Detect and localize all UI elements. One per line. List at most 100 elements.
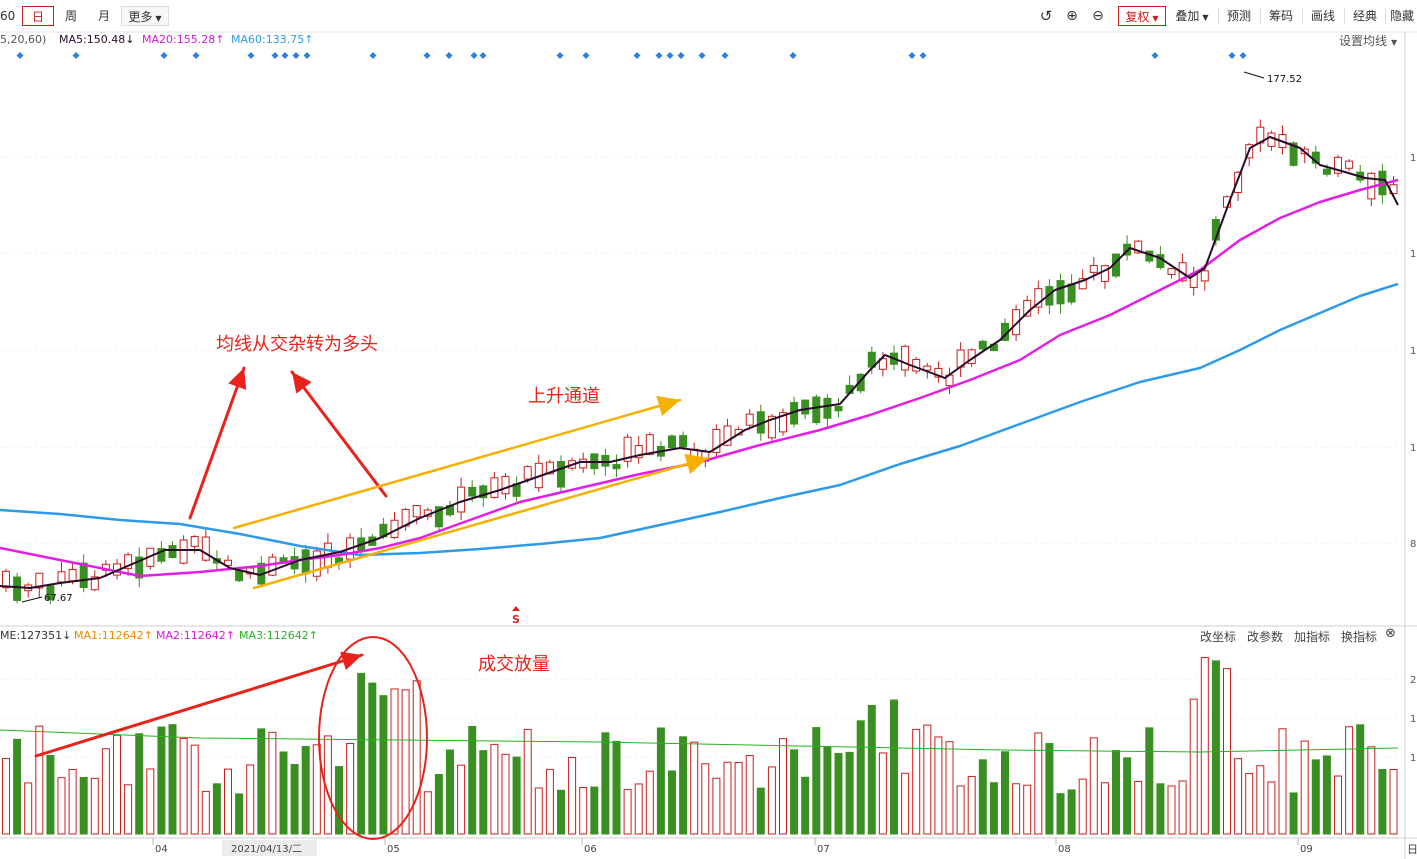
signal-diamond xyxy=(271,52,279,59)
volume-bar xyxy=(590,786,599,835)
adjust-rights-label: 复权 xyxy=(1125,10,1150,24)
volume-bar xyxy=(856,720,865,835)
volume-bar xyxy=(734,761,743,835)
candle-body xyxy=(1245,144,1254,159)
volume-tick-label: 1 xyxy=(1410,753,1416,764)
more-periods-dropdown[interactable]: 更多 ▼ xyxy=(121,6,169,26)
candle-body xyxy=(934,367,943,378)
candle-body xyxy=(945,374,954,387)
volume-bar xyxy=(790,749,799,835)
volume-bar xyxy=(901,772,910,835)
signal-diamond xyxy=(677,52,685,59)
params-fragment: 60 xyxy=(0,9,16,23)
zoom-out-icon[interactable]: ⊖ xyxy=(1092,8,1104,24)
arrow-down-icon: ↓ xyxy=(125,33,135,46)
min-marker-line xyxy=(21,596,43,603)
volume-bar xyxy=(1278,728,1287,835)
change-params-button[interactable]: 改参数 xyxy=(1247,630,1284,644)
candle-body xyxy=(57,571,66,583)
signal-diamond xyxy=(16,52,24,59)
candle-body xyxy=(46,585,55,601)
candle-body xyxy=(1356,171,1365,181)
volume-bar xyxy=(57,777,66,835)
candle-body xyxy=(179,539,188,564)
candle-body xyxy=(312,550,321,577)
candle-body xyxy=(335,557,343,565)
annotation-channel: 上升通道 xyxy=(528,386,600,407)
max-marker-line xyxy=(1243,71,1265,79)
candle-body xyxy=(712,428,721,453)
volume-bar xyxy=(434,773,443,835)
candle-body xyxy=(390,519,399,538)
tab-day[interactable]: 日 xyxy=(22,6,54,26)
zoom-in-icon[interactable]: ⊕ xyxy=(1066,8,1078,24)
switch-indicator-button[interactable]: 换指标 xyxy=(1341,630,1378,644)
overlay-dropdown[interactable]: 叠加 ▼ xyxy=(1170,6,1214,26)
add-indicator-button[interactable]: 加指标 xyxy=(1294,630,1331,644)
chips-button[interactable]: 筹码 xyxy=(1268,9,1293,23)
y-tick-label: 1 xyxy=(1410,249,1416,260)
hide-button[interactable]: 隐藏 xyxy=(1389,9,1414,23)
volume-bar xyxy=(623,789,632,835)
volume-bar xyxy=(1367,746,1376,835)
candle-body xyxy=(812,396,821,424)
adjust-rights-dropdown[interactable]: 复权 ▼ xyxy=(1118,6,1166,26)
volume-bar xyxy=(712,777,721,835)
volume-bar xyxy=(845,751,854,835)
close-icon[interactable]: ⊗ xyxy=(1385,626,1396,641)
draw-line-button[interactable]: 画线 xyxy=(1310,9,1335,23)
volume-bar xyxy=(756,787,765,835)
candle-body xyxy=(1289,142,1298,166)
candle-body xyxy=(1078,278,1087,290)
arrow-volume-shaft xyxy=(34,653,364,758)
volume-bar xyxy=(1189,698,1198,835)
candle-body xyxy=(1145,250,1154,262)
volume-value: ME:127351 xyxy=(0,629,63,642)
tab-month[interactable]: 月 xyxy=(97,9,110,23)
signal-diamond xyxy=(445,52,453,59)
candle-body xyxy=(901,345,910,371)
volume-bar xyxy=(335,766,343,835)
classic-button[interactable]: 经典 xyxy=(1352,9,1377,23)
candle-body xyxy=(1189,273,1198,289)
candle-body xyxy=(989,343,998,352)
divider xyxy=(1302,8,1303,24)
candle-body xyxy=(679,435,688,448)
volume-bar xyxy=(1256,765,1265,835)
change-axis-button[interactable]: 改坐标 xyxy=(1200,630,1237,644)
set-ma-button[interactable]: 设置均线 ▼ xyxy=(1339,32,1397,49)
volume-bar xyxy=(68,768,77,835)
candle-body xyxy=(323,542,332,568)
arrow-up-icon: ↑ xyxy=(143,629,153,642)
undo-icon[interactable]: ↺ xyxy=(1039,7,1053,25)
candle-body xyxy=(1200,270,1209,282)
candle-body xyxy=(523,466,532,480)
ma5-value: MA5:150.48 xyxy=(59,33,126,46)
arrow-up-icon: ↑ xyxy=(225,629,235,642)
volume-bar xyxy=(268,731,277,835)
candle-body xyxy=(912,359,921,372)
volume-bar xyxy=(1289,792,1298,835)
volume-bar xyxy=(1034,732,1043,835)
vol-ma3-value: MA3:112642 xyxy=(239,629,309,642)
volume-bar xyxy=(1100,782,1109,835)
candle-body xyxy=(1056,280,1065,305)
forecast-button[interactable]: 预测 xyxy=(1226,9,1251,23)
volume-bar xyxy=(912,728,921,835)
volume-bar xyxy=(146,768,155,835)
volume-bar xyxy=(1378,769,1387,835)
volume-bar xyxy=(801,776,810,835)
volume-bar xyxy=(1156,783,1165,835)
volume-bar xyxy=(490,743,499,835)
volume-bar xyxy=(1267,781,1276,835)
tab-week[interactable]: 周 xyxy=(64,9,77,23)
arrow-ma-right-shaft xyxy=(290,370,388,498)
arrow-up-icon: ↑ xyxy=(304,33,314,46)
candle-body xyxy=(401,508,410,527)
candle-body xyxy=(690,448,699,466)
ma20-legend: MA20:155.28↑ xyxy=(142,33,224,46)
candle-body xyxy=(357,537,366,551)
y-tick-label: 1 xyxy=(1410,153,1416,164)
candle-body xyxy=(301,549,310,575)
candle-body xyxy=(1367,172,1376,200)
